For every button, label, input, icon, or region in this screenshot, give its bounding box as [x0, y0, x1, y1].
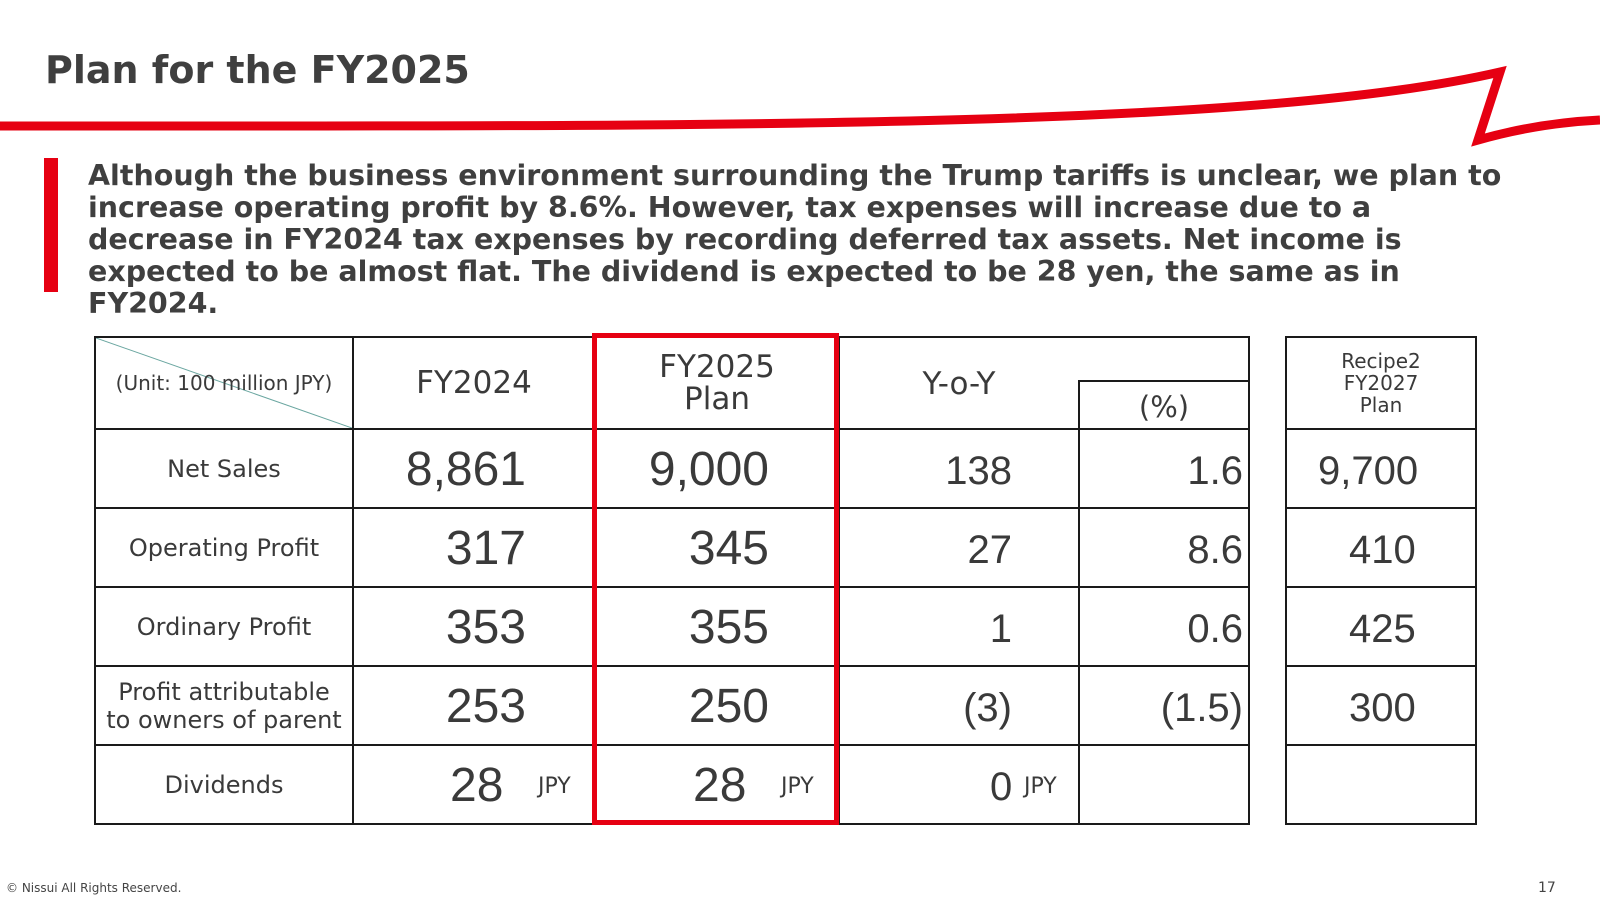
yoy-header: Y-o-Y — [922, 366, 996, 402]
pct-header: (%) — [1138, 390, 1190, 424]
recipe-header-line1: Recipe2 — [1341, 349, 1421, 373]
fy2025-header-line2: Plan — [684, 381, 750, 417]
table-cell — [838, 507, 1080, 588]
ordinary-profit-fy2025: 355 — [688, 601, 769, 654]
operating-profit-fy2024: 317 — [445, 522, 526, 575]
ordinary-profit-pct: 0.6 — [1187, 607, 1243, 651]
net-sales-recipe: 9,700 — [1318, 449, 1419, 493]
slide-title: Plan for the FY2025 — [45, 48, 470, 92]
table-cell — [838, 665, 1080, 746]
recipe-header-line2: FY2027 — [1343, 371, 1419, 395]
dividends-fy2025-unit: JPY — [781, 774, 814, 799]
dividends-yoy-unit: JPY — [1024, 774, 1057, 799]
dividends-fy2024: 28 — [450, 759, 504, 812]
profit-attributable-fy2025: 250 — [688, 680, 769, 733]
table-cell — [838, 586, 1080, 667]
row-label-line2: to owners of parent — [106, 705, 342, 734]
operating-profit-recipe: 410 — [1349, 528, 1416, 572]
header-diagonal-line — [96, 338, 352, 428]
net-sales-fy2024: 8,861 — [405, 443, 526, 496]
recipe-header-line3: Plan — [1359, 393, 1403, 417]
net-sales-pct: 1.6 — [1187, 449, 1243, 493]
fy2025-header: FY2025 Plan — [594, 336, 840, 430]
net-sales-fy2025: 9,000 — [648, 443, 769, 496]
recipe-header: Recipe2 FY2027 Plan — [1285, 336, 1477, 430]
net-sales-yoy: 138 — [945, 449, 1012, 493]
operating-profit-fy2025: 345 — [688, 522, 769, 575]
fy2025-highlight-box — [592, 333, 839, 825]
dividends-fy2024-unit: JPY — [538, 774, 571, 799]
profit-attributable-yoy: (3) — [963, 686, 1012, 730]
row-label-operating-profit: Operating Profit — [128, 533, 320, 562]
row-label-line1: Profit attributable — [118, 677, 330, 706]
ordinary-profit-yoy: 1 — [989, 607, 1012, 651]
lead-paragraph: Although the business environment surrou… — [88, 159, 1502, 320]
lead-accent-bar — [44, 158, 58, 292]
table-cell — [1078, 744, 1250, 825]
header-swoosh-line — [0, 65, 1600, 147]
copyright-footer: © Nissui All Rights Reserved. — [6, 881, 182, 895]
row-label-profit-attributable: Profit attributable to owners of parent — [94, 665, 354, 746]
profit-attributable-fy2024: 253 — [445, 680, 526, 733]
fy2025-header-line1: FY2025 — [659, 349, 775, 385]
table-cell — [1285, 744, 1477, 825]
dividends-fy2025: 28 — [693, 759, 747, 812]
ordinary-profit-recipe: 425 — [1349, 607, 1416, 651]
operating-profit-pct: 8.6 — [1187, 528, 1243, 572]
operating-profit-yoy: 27 — [967, 528, 1013, 572]
row-label-dividends: Dividends — [164, 770, 284, 799]
dividends-yoy: 0 — [990, 765, 1013, 809]
profit-attributable-recipe: 300 — [1349, 686, 1416, 730]
row-label-ordinary-profit: Ordinary Profit — [136, 612, 312, 641]
fy2024-header: FY2024 — [416, 365, 532, 401]
ordinary-profit-fy2024: 353 — [445, 601, 526, 654]
row-label-net-sales: Net Sales — [167, 454, 281, 483]
profit-attributable-pct: (1.5) — [1160, 686, 1243, 730]
unit-label: (Unit: 100 million JPY) — [115, 371, 333, 395]
page-number: 17 — [1538, 880, 1556, 896]
